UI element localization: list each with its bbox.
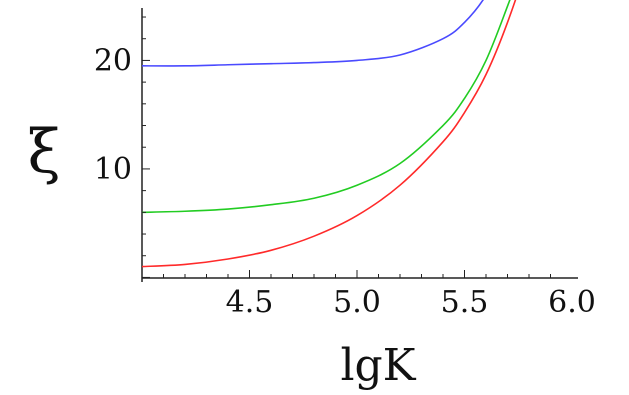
x-axis-label: lgK xyxy=(340,340,416,391)
x-tick-label: 4.5 xyxy=(226,285,274,320)
y-axis-label: ξ xyxy=(27,117,60,187)
series-line-2 xyxy=(141,0,484,67)
series-line-3 xyxy=(141,0,511,214)
ticks-group: 4.55.05.56.010203040506070 xyxy=(94,16,596,320)
x-tick-label: 6.0 xyxy=(548,285,596,320)
axes xyxy=(141,8,578,282)
series-group xyxy=(141,0,517,268)
x-tick-label: 5.0 xyxy=(333,285,381,320)
series-line-4 xyxy=(141,0,517,268)
x-tick-label: 5.5 xyxy=(441,285,489,320)
y-tick-label: 20 xyxy=(94,43,132,78)
y-tick-label: 10 xyxy=(94,152,132,187)
